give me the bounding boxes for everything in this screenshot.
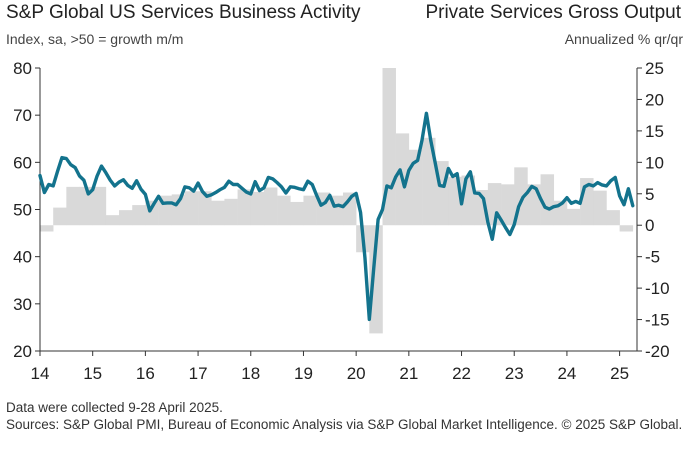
combo-chart: 20 30 40 50 60 70 80 -20 -15 -10 -5 0 5 10 15 20 25 14 15 1… xyxy=(13,59,670,383)
left-tick-label: 70 xyxy=(13,106,32,125)
right-axis-unit-label: Annualized % qr/qr xyxy=(564,31,683,47)
gross-output-bar xyxy=(606,210,620,226)
right-tick-label: -20 xyxy=(645,342,670,361)
gross-output-bar xyxy=(66,186,80,226)
pmi-business-activity-line xyxy=(38,111,635,322)
right-tick-label: 20 xyxy=(645,90,664,109)
gross-output-bar xyxy=(184,191,199,226)
x-tick-label: 20 xyxy=(347,364,366,383)
gross-output-bar xyxy=(53,207,67,226)
x-tick-label: 25 xyxy=(610,364,629,383)
left-tick-label: 20 xyxy=(13,342,32,361)
chart-title-left: S&P Global US Services Business Activity xyxy=(6,2,361,23)
gross-output-bar xyxy=(619,225,634,232)
right-tick-label: 25 xyxy=(645,59,664,78)
gross-output-bar xyxy=(593,190,607,226)
right-tick-label: -5 xyxy=(645,248,660,267)
chart-axes xyxy=(35,67,642,356)
sources-note: Sources: S&P Global PMI, Bureau of Econo… xyxy=(6,417,683,432)
gross-output-bar xyxy=(119,210,133,226)
x-tick-label: 19 xyxy=(294,364,313,383)
gross-output-bar xyxy=(263,187,278,226)
gross-output-bar xyxy=(224,198,238,226)
right-tick-label: -15 xyxy=(645,311,670,330)
x-tick-label: 21 xyxy=(399,364,418,383)
left-axis-unit-label: Index, sa, >50 = growth m/m xyxy=(6,31,184,47)
gross-output-bar xyxy=(422,137,436,226)
data-collection-note: Data were collected 9-28 April 2025. xyxy=(6,400,223,415)
x-tick-label: 22 xyxy=(452,364,471,383)
left-tick-label: 80 xyxy=(13,59,32,78)
left-tick-label: 60 xyxy=(13,153,32,172)
right-tick-label: 5 xyxy=(645,185,654,204)
x-tick-label: 14 xyxy=(31,364,50,383)
x-tick-label: 24 xyxy=(557,364,576,383)
pmi-line-layer xyxy=(38,111,635,322)
gross-output-bar xyxy=(250,191,265,226)
gross-output-bar xyxy=(132,205,146,226)
gross-output-bar xyxy=(40,225,54,232)
gross-output-bar xyxy=(92,186,107,226)
right-tick-label: -10 xyxy=(645,279,670,298)
x-tick-label: 15 xyxy=(83,364,102,383)
gross-output-bar xyxy=(277,195,291,226)
gross-output-bar xyxy=(566,208,581,226)
tick-labels: 20 30 40 50 60 70 80 -20 -15 -10 -5 0 5 10 15 20 25 14 15 1… xyxy=(13,59,670,383)
gross-output-bar xyxy=(171,194,186,226)
right-tick-label: 0 xyxy=(645,216,654,235)
gross-output-bar xyxy=(237,189,252,226)
right-tick-label: 15 xyxy=(645,122,664,141)
gross-output-bar xyxy=(540,174,555,226)
left-tick-label: 40 xyxy=(13,248,32,267)
gross-output-bar xyxy=(198,191,212,226)
left-tick-label: 50 xyxy=(13,201,32,220)
gross-output-bar xyxy=(105,215,120,226)
gross-output-bar xyxy=(501,184,515,226)
gross-output-bar xyxy=(211,200,225,226)
gross-output-bar xyxy=(79,186,93,226)
x-tick-label: 16 xyxy=(136,364,155,383)
chart-title-right: Private Services Gross Output xyxy=(425,2,681,23)
x-tick-label: 17 xyxy=(189,364,208,383)
left-tick-label: 30 xyxy=(13,295,32,314)
x-tick-label: 18 xyxy=(241,364,260,383)
gross-output-bar xyxy=(369,225,383,334)
right-tick-label: 10 xyxy=(645,153,664,172)
gross-output-bar xyxy=(290,201,304,226)
gross-output-bars xyxy=(40,68,634,334)
gross-output-bar xyxy=(303,195,317,226)
gross-output-bar xyxy=(408,149,423,226)
x-tick-label: 23 xyxy=(505,364,524,383)
